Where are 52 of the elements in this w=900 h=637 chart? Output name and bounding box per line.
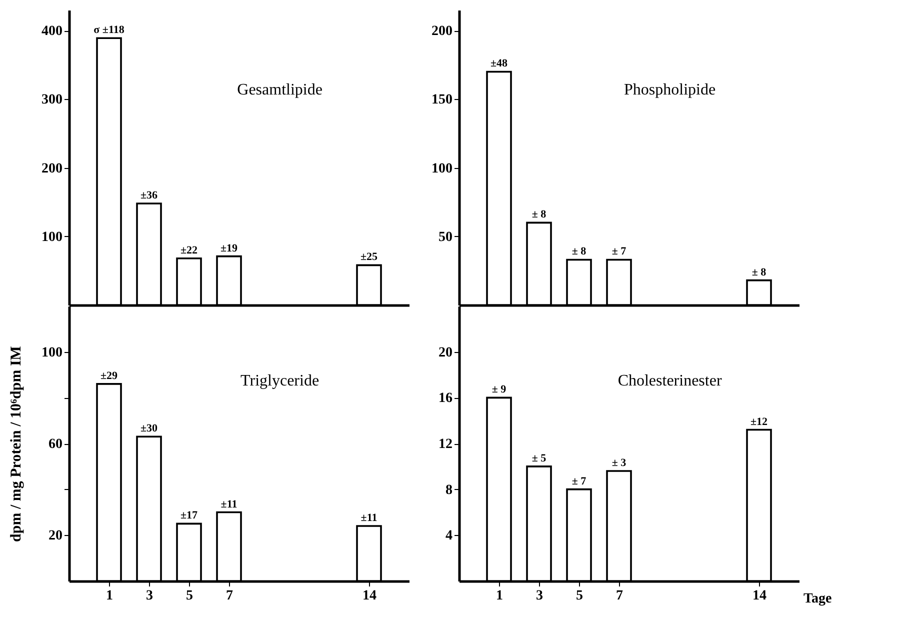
y-axis-title: dpm / mg Protein / 10⁶dpm IM [8,346,24,542]
x-tick-label: 7 [616,588,623,604]
y-tick-label: 16 [438,391,452,406]
annotation: ± 5 [532,452,547,464]
x-tick-label: 14 [362,588,376,604]
x-tick-label: 14 [752,588,766,604]
annotation: ±19 [220,242,238,254]
text: Cholesterinester [618,372,722,390]
annotation: ± 8 [752,266,767,278]
annotation: ±12 [750,416,768,428]
y-tick-label: 20 [438,345,452,360]
text: Triglyceride [240,372,320,390]
x-tick-label: 3 [536,588,543,604]
y-tick-label: 4 [446,528,452,544]
annotation: σ ±118 [94,24,125,36]
y-tick-label: 100 [42,345,62,360]
annotation: ±17 [180,510,198,522]
text: Phospholipide [624,82,716,99]
annotation: ±11 [220,498,238,510]
annotation: ± 7 [572,475,587,488]
annotation: ± 9 [492,384,507,396]
y-tick-label: 60 [48,437,62,452]
annotation: ± 7 [612,246,627,258]
x-tick-label: 1 [496,588,503,604]
x-tick-label: 3 [146,588,153,604]
annotation: ±29 [100,370,118,382]
y-tick-label: 200 [42,161,62,176]
annotation: ±30 [140,422,158,435]
y-tick-label: 8 [446,482,452,498]
y-tick-label: 150 [432,92,452,108]
annotation: ± 3 [612,457,627,469]
x-axis-title: Tage [804,592,832,606]
x-tick-label: 5 [576,588,583,604]
annotation: ±36 [140,189,158,202]
y-tick-label: 300 [42,92,62,108]
x-tick-label: 7 [226,588,233,604]
annotation: ±11 [360,512,378,524]
annotation: ± 8 [572,246,587,258]
annotation: ±25 [360,251,378,264]
y-tick-label: 200 [432,24,452,40]
annotation: ± 8 [532,208,547,221]
y-tick-label: 100 [432,161,452,176]
y-tick-label: 400 [42,24,62,40]
y-tick-label: 12 [438,437,452,452]
text: Gesamtlipide [237,82,322,99]
x-tick-label: 1 [106,588,113,604]
x-tick-label: 5 [186,588,193,604]
y-tick-label: 50 [438,230,452,245]
y-tick-label: 20 [48,528,62,544]
annotation: ±48 [490,58,508,70]
y-tick-label: 100 [42,230,62,245]
annotation: ±22 [180,244,198,256]
